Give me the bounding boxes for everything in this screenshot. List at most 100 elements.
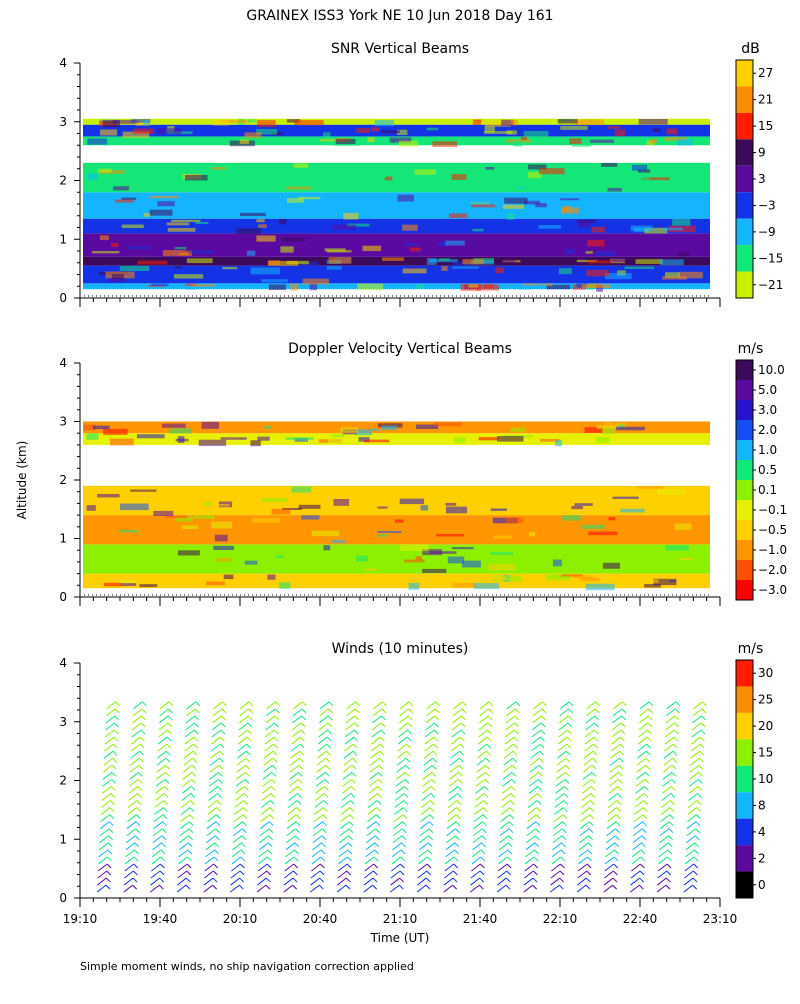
wind-barb <box>554 800 565 808</box>
wind-barb <box>580 807 591 815</box>
colorbar-swatch <box>736 218 753 246</box>
figure-title: GRAINEX ISS3 York NE 10 Jun 2018 Day 161 <box>246 8 553 24</box>
wind-barb-flag <box>459 750 465 756</box>
wind-barb <box>418 849 429 858</box>
wind-barb-flag <box>215 821 221 827</box>
wind-barb-flag <box>645 764 651 770</box>
wind-barb-flag <box>567 715 573 721</box>
heat-cell <box>170 428 192 434</box>
wind-barb <box>630 870 641 879</box>
wind-barb-flag <box>695 828 700 834</box>
wind-barb <box>344 736 355 745</box>
y-tick-label: 0 <box>59 891 67 905</box>
wind-barb <box>315 786 325 794</box>
wind-barb-flag <box>373 856 379 862</box>
wind-barb-flag <box>455 828 460 834</box>
wind-barb-flag <box>561 828 567 834</box>
heat-cell <box>257 120 276 128</box>
heat-cell <box>99 170 125 174</box>
wind-barb <box>340 814 351 823</box>
wind-barb-flag <box>644 779 650 784</box>
wind-barb <box>180 814 191 823</box>
wind-barb-flag <box>586 870 592 876</box>
wind-barb-flag <box>378 771 383 777</box>
heat-cell <box>149 195 179 199</box>
wind-barb-flag <box>243 793 249 798</box>
wind-barb <box>421 793 432 801</box>
wind-barb <box>555 778 566 787</box>
wind-barb <box>101 786 112 794</box>
wind-barb <box>634 807 644 815</box>
wind-barb-flag <box>560 849 566 855</box>
wind-barb <box>423 764 433 773</box>
wind-barb-flag <box>694 842 700 848</box>
wind-barb-flag <box>193 729 199 735</box>
wind-barb-flag <box>379 750 385 756</box>
wind-barb-flag <box>515 708 520 714</box>
heat-band <box>83 573 710 589</box>
wind-barb <box>124 863 135 872</box>
wind-barb-flag <box>243 807 248 812</box>
heat-cell <box>367 137 375 142</box>
colorbar-swatch <box>736 420 753 440</box>
x-tick-label: 22:10 <box>543 912 578 926</box>
wind-barb-flag <box>614 849 619 855</box>
wind-barb-flag <box>513 736 519 742</box>
wind-barb <box>529 764 540 773</box>
wind-barb-flag <box>426 863 432 869</box>
heat-cell <box>507 213 515 220</box>
wind-barb-flag <box>374 835 380 841</box>
wind-barb <box>178 842 189 851</box>
heat-cell <box>398 140 418 147</box>
wind-barb <box>578 842 589 851</box>
wind-barb-flag <box>621 715 626 721</box>
heat-cell <box>596 425 618 429</box>
heat-cell <box>389 137 412 143</box>
wind-barb-flag <box>321 842 326 848</box>
wind-barb <box>633 828 643 837</box>
wind-barb-flag <box>621 708 627 714</box>
wind-barb <box>474 807 484 815</box>
wind-barb <box>158 729 168 738</box>
wind-barb-flag <box>559 877 565 883</box>
wind-barb-flag <box>296 814 301 819</box>
wind-barb <box>451 736 461 745</box>
wind-barb-flag <box>563 793 569 798</box>
y-tick-label: 2 <box>59 174 67 188</box>
wind-barb <box>661 800 671 808</box>
wind-barb <box>501 800 511 808</box>
wind-barb-flag <box>669 807 675 812</box>
wind-barb <box>159 715 169 724</box>
heat-cell <box>677 138 693 146</box>
wind-barb <box>417 877 427 886</box>
wind-barb <box>635 778 646 787</box>
wind-barb-flag <box>375 821 381 827</box>
colorbar-swatch <box>736 271 753 298</box>
wind-barb-flag <box>461 715 466 721</box>
wind-barb-flag <box>141 708 147 714</box>
wind-barb <box>683 884 693 893</box>
heat-cell <box>577 219 596 223</box>
wind-barb <box>98 849 109 858</box>
heat-cell <box>420 505 429 511</box>
colorbar-swatch <box>736 560 753 580</box>
heat-cell <box>441 266 448 271</box>
wind-barb <box>666 708 676 717</box>
wind-barb <box>684 870 694 879</box>
wind-barb <box>637 750 647 759</box>
wind-barb-flag <box>452 884 457 890</box>
wind-barb <box>443 877 454 886</box>
heat-cell <box>335 138 356 145</box>
wind-barb-flag <box>326 736 332 742</box>
wind-barb-flag <box>506 870 512 876</box>
y-tick-label: 0 <box>59 291 67 305</box>
wind-barb <box>637 743 648 752</box>
colorbar-label: −2.0 <box>758 563 787 577</box>
heat-cell <box>112 119 139 124</box>
wind-barb-flag <box>675 701 681 707</box>
wind-barb <box>504 736 515 745</box>
wind-barb-flag <box>275 701 281 707</box>
wind-barb <box>337 877 347 886</box>
wind-barb-flag <box>166 750 171 756</box>
wind-barb <box>212 708 223 717</box>
